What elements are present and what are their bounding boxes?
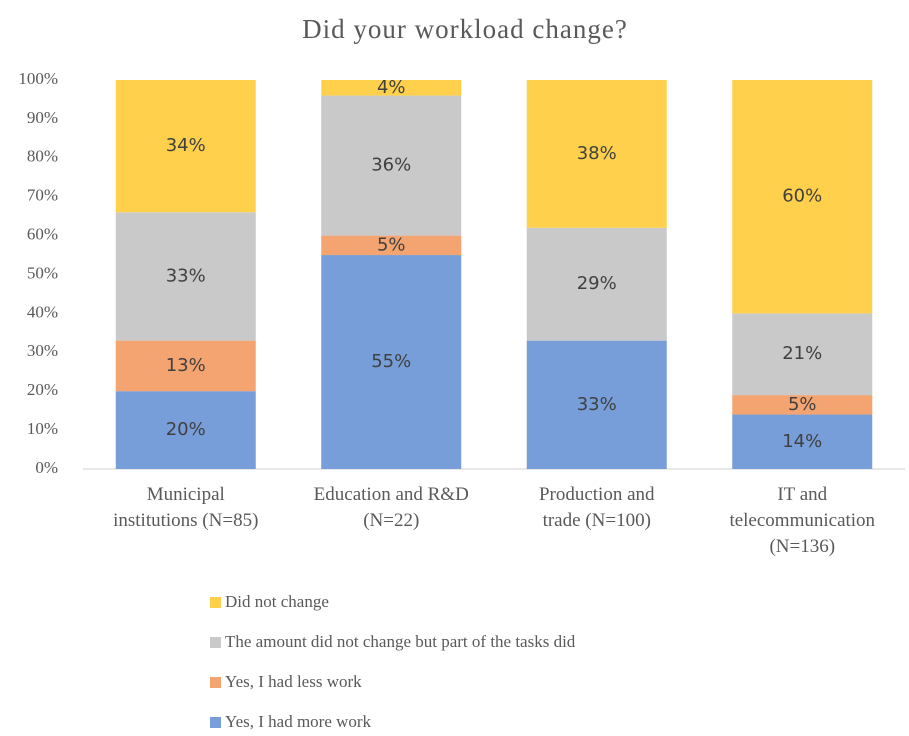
y-tick-label: 20% (27, 380, 58, 399)
bar-segment (115, 212, 256, 341)
y-tick-label: 70% (27, 186, 58, 205)
bar-segment (732, 313, 873, 396)
data-label: 13% (166, 355, 206, 376)
legend-item: Yes, I had more work (210, 712, 371, 732)
legend-label: The amount did not change but part of th… (225, 632, 576, 651)
data-label: 38% (577, 143, 617, 164)
data-label: 34% (166, 135, 206, 156)
y-tick-label: 30% (27, 341, 58, 360)
y-tick-label: 0% (35, 458, 58, 477)
data-label: 21% (782, 343, 822, 364)
legend-swatch (210, 596, 221, 608)
bar-segment (526, 340, 667, 469)
data-label: 60% (782, 186, 822, 207)
data-label: 33% (166, 265, 206, 286)
data-label: 5% (788, 394, 817, 415)
bar-segment (115, 391, 256, 469)
bar-segment (321, 80, 462, 96)
y-tick-label: 60% (27, 225, 58, 244)
legend-label: Yes, I had more work (225, 712, 372, 731)
x-tick-label: Production and trade (N=100) (538, 484, 655, 531)
y-tick-label: 10% (27, 419, 58, 438)
data-label: 29% (577, 273, 617, 294)
bar-segment (321, 235, 462, 256)
bar-segment (115, 80, 256, 213)
data-label: 33% (577, 394, 617, 415)
data-label: 14% (782, 431, 822, 452)
legend-item: Did not change (210, 592, 329, 612)
y-tick-label: 40% (27, 302, 58, 321)
data-label: 20% (166, 419, 206, 440)
bar-segment (321, 255, 462, 469)
y-tick-label: 80% (27, 147, 58, 166)
legend-item: Yes, I had less work (210, 672, 362, 692)
x-tick-label: IT and telecommunication (N=136) (729, 484, 876, 557)
data-label: 4% (377, 77, 406, 98)
bar-segment (115, 340, 256, 392)
bar-segment (732, 395, 873, 415)
y-tick-label: 50% (27, 263, 58, 282)
bar-segment (321, 95, 462, 236)
data-label: 5% (377, 234, 406, 255)
bar-segment (732, 80, 873, 314)
legend-label: Did not change (225, 592, 329, 611)
data-label: 55% (371, 351, 411, 372)
legend-swatch (210, 716, 221, 728)
chart-title: Did your workload change? (302, 14, 628, 44)
y-tick-label: 90% (27, 108, 58, 127)
data-label: 36% (371, 155, 411, 176)
y-tick-label: 100% (18, 69, 58, 88)
bar-segment (732, 414, 873, 469)
x-tick-label: Education and R&D (N=22) (313, 484, 469, 531)
legend-item: The amount did not change but part of th… (210, 632, 575, 652)
legend-swatch (210, 676, 221, 688)
legend-label: Yes, I had less work (225, 672, 362, 691)
bar-segment (526, 227, 667, 341)
bar-segment (526, 80, 667, 228)
legend-swatch (210, 636, 221, 648)
x-tick-label: Municipal institutions (N=85) (113, 484, 259, 531)
